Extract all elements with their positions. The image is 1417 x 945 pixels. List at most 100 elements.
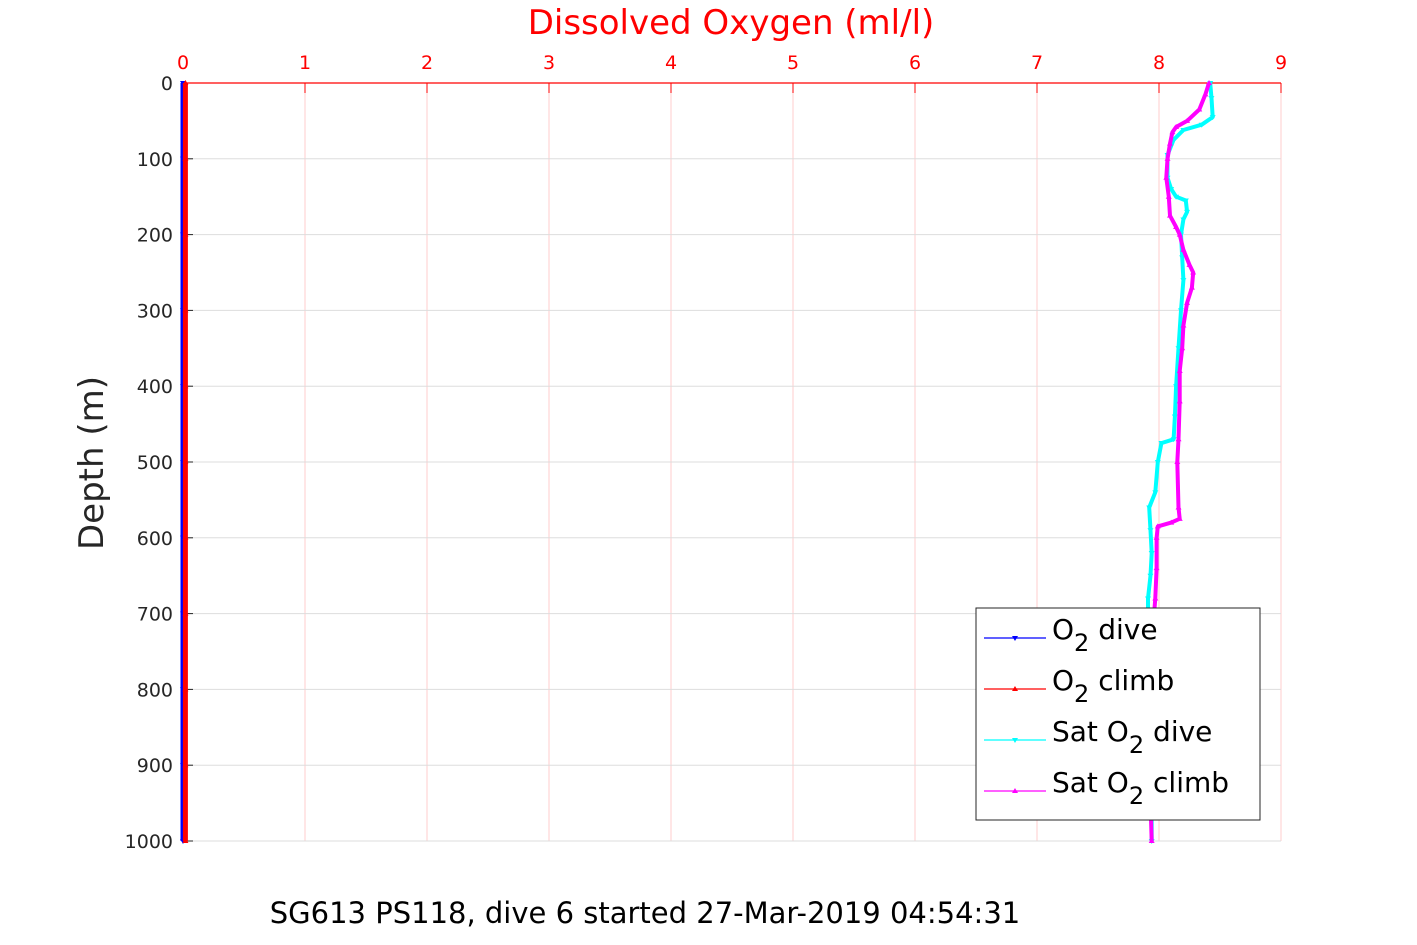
data-point: [1176, 398, 1183, 404]
data-point: [1179, 345, 1186, 351]
data-point: [1165, 193, 1172, 199]
data-point: [182, 838, 189, 843]
data-point: [1169, 129, 1176, 135]
data-point: [1180, 127, 1187, 133]
data-point: [1175, 504, 1182, 510]
data-point: [1180, 217, 1187, 223]
data-point: [1148, 550, 1155, 556]
data-point: [1184, 209, 1191, 215]
data-point: [1176, 231, 1183, 237]
data-point: [1180, 322, 1187, 328]
y-tick-label: 500: [137, 452, 173, 474]
y-tick-label: 800: [137, 679, 173, 701]
data-point: [1171, 414, 1178, 420]
data-point: [182, 155, 189, 161]
legend: O2 dive O2 climb Sat O2 dive Sat O2 climb: [975, 607, 1261, 821]
legend-entry: O2 climb: [984, 664, 1174, 708]
data-point: [1202, 91, 1209, 97]
y-tick-label: 300: [137, 300, 173, 322]
chart-title: Dissolved Oxygen (ml/l): [528, 3, 935, 43]
data-point: [1166, 212, 1173, 218]
data-point: [1158, 441, 1165, 447]
legend-label: Sat O2 climb: [1052, 766, 1229, 810]
data-point: [1153, 565, 1160, 571]
dive-caption: SG613 PS118, dive 6 started 27-Mar-2019 …: [269, 896, 1021, 930]
x-tick-label: 0: [177, 52, 189, 74]
data-point: [1148, 838, 1155, 843]
data-point: [1209, 115, 1216, 121]
data-point: [1180, 246, 1187, 252]
x-tick-label: 3: [543, 52, 555, 74]
legend-swatch-marker: [1012, 636, 1018, 641]
data-point: [1147, 528, 1154, 534]
y-axis-label: Depth (m): [72, 376, 112, 550]
legend-entry: O2 dive: [984, 613, 1158, 657]
legend-entry: Sat O2 climb: [984, 766, 1229, 810]
legend-label: O2 dive: [1052, 613, 1158, 657]
x-tick-label: 2: [421, 52, 433, 74]
x-tick-label: 8: [1153, 52, 1165, 74]
data-point: [182, 231, 189, 237]
x-tick-label: 4: [665, 52, 677, 74]
data-point: [1186, 261, 1193, 267]
y-tick-label: 600: [137, 528, 173, 550]
x-tick-label: 1: [299, 52, 311, 74]
data-point: [182, 307, 189, 313]
data-point: [1164, 155, 1171, 161]
x-tick-label: 9: [1275, 52, 1287, 74]
data-point: [1175, 436, 1182, 442]
data-point: [1184, 299, 1191, 305]
y-tick-label: 200: [137, 225, 173, 247]
data-point: [182, 383, 189, 389]
legend-label: Sat O2 dive: [1052, 715, 1212, 759]
data-point: [1147, 573, 1154, 579]
y-tick-label: 100: [137, 149, 173, 171]
data-point: [182, 610, 189, 616]
y-tick-label: 0: [161, 73, 173, 95]
y-tick-label: 1000: [125, 831, 173, 853]
x-tick-label: 6: [909, 52, 921, 74]
y-tick-label: 700: [137, 604, 173, 626]
data-point: [182, 80, 189, 85]
data-point: [1153, 534, 1160, 540]
data-point: [1206, 80, 1213, 85]
data-point: [1173, 194, 1180, 200]
data-point: [1177, 308, 1184, 314]
data-point: [1152, 595, 1159, 601]
data-point: [182, 534, 189, 540]
data-point: [1175, 346, 1182, 352]
data-point: [1174, 459, 1181, 464]
legend-entry: Sat O2 dive: [984, 715, 1212, 759]
y-tick-label: 900: [137, 755, 173, 777]
legend-label: O2 climb: [1052, 664, 1174, 708]
data-point: [1170, 437, 1177, 443]
data-point: [1168, 519, 1175, 525]
data-point: [1145, 596, 1152, 602]
data-point: [1190, 269, 1197, 275]
axes: 0 1 2 3 4 5 6 7 8 9 0 100 200 300 400 500 600 700 800 900 10…: [125, 52, 1287, 853]
data-point: [1179, 255, 1186, 261]
data-point: [1182, 198, 1189, 204]
dissolved-oxygen-chart: 0 1 2 3 4 5 6 7 8 9 0 100 200 300 400 500 600 700 800 900 10…: [72, 3, 1287, 853]
data-point: [1146, 505, 1153, 511]
data-point: [1180, 278, 1187, 284]
data-point: [182, 686, 189, 692]
data-point: [1163, 174, 1170, 180]
data-point: [1166, 140, 1173, 146]
data-point: [1208, 96, 1215, 102]
data-point: [1184, 117, 1191, 123]
data-point: [1198, 122, 1205, 128]
data-point: [182, 762, 189, 768]
data-point: [1173, 224, 1180, 230]
data-point: [1152, 490, 1159, 496]
legend-swatch-marker: [1012, 686, 1018, 691]
legend-swatch-marker: [1012, 788, 1018, 793]
data-point: [1154, 523, 1161, 529]
data-point: [1196, 106, 1203, 112]
data-point: [1154, 460, 1161, 465]
legend-box: [975, 607, 1261, 821]
x-tick-label: 7: [1031, 52, 1043, 74]
series-o2-climb: [182, 80, 189, 843]
x-tick-label: 5: [787, 52, 799, 74]
data-point: [1188, 284, 1195, 290]
